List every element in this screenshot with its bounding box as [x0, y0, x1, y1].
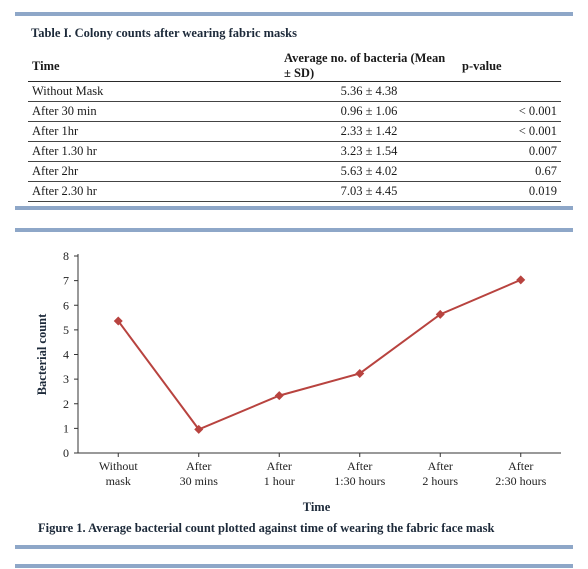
cell-mean: 5.63 ± 4.02 — [280, 161, 458, 182]
cell-time: After 1.30 hr — [28, 141, 280, 162]
data-point-marker — [435, 309, 445, 319]
data-point-marker — [516, 275, 526, 285]
y-tick-label: 3 — [63, 372, 69, 386]
y-tick-label: 2 — [63, 397, 69, 411]
header-time: Time — [28, 51, 280, 82]
table-row: After 1.30 hr 3.23 ± 1.54 0.007 — [28, 141, 561, 162]
table-row: After 30 min 0.96 ± 1.06 < 0.001 — [28, 101, 561, 122]
cell-p-value: 0.67 — [458, 161, 561, 182]
table-bottom-rule — [15, 206, 573, 210]
figure-top-rule — [15, 228, 573, 232]
colony-count-table: Time Average no. of bacteria (Mean ± SD)… — [28, 51, 561, 202]
cell-mean: 0.96 ± 1.06 — [280, 101, 458, 122]
y-tick-label: 4 — [63, 348, 69, 362]
x-tick-label: 1 hour — [264, 474, 295, 488]
x-tick-label: After — [428, 459, 453, 473]
x-tick-label: 1:30 hours — [334, 474, 385, 488]
cell-time: Without Mask — [28, 81, 280, 102]
header-p-value: p-value — [458, 51, 561, 82]
cell-p-value: 0.007 — [458, 141, 561, 162]
cell-time: After 1hr — [28, 121, 280, 142]
x-axis-title: Time — [303, 500, 331, 514]
x-tick-label: After — [347, 459, 372, 473]
y-tick-label: 1 — [63, 421, 69, 435]
bottom-rule — [15, 545, 573, 549]
cell-mean: 5.36 ± 4.38 — [280, 81, 458, 102]
table-row: Without Mask 5.36 ± 4.38 — [28, 81, 561, 102]
data-point-marker — [355, 368, 365, 378]
table-row: After 1hr 2.33 ± 1.42 < 0.001 — [28, 121, 561, 142]
cell-p-value — [458, 81, 561, 102]
y-tick-label: 5 — [63, 323, 69, 337]
cell-time: After 2.30 hr — [28, 181, 280, 202]
page-end-rule — [15, 564, 573, 568]
cell-p-value: < 0.001 — [458, 121, 561, 142]
y-tick-label: 7 — [63, 274, 69, 288]
cell-mean: 3.23 ± 1.54 — [280, 141, 458, 162]
x-tick-label: 2 hours — [422, 474, 458, 488]
table-title: Table I. Colony counts after wearing fab… — [31, 26, 297, 40]
cell-time: After 2hr — [28, 161, 280, 182]
y-tick-label: 0 — [63, 446, 69, 460]
data-point-marker — [113, 316, 123, 326]
cell-mean: 7.03 ± 4.45 — [280, 181, 458, 202]
x-tick-label: Without — [99, 459, 139, 473]
top-rule — [15, 12, 573, 16]
data-point-marker — [274, 391, 284, 401]
y-tick-label: 6 — [63, 298, 69, 312]
series-line — [117, 278, 522, 431]
x-tick-label: After — [508, 459, 533, 473]
cell-p-value: 0.019 — [458, 181, 561, 202]
cell-mean: 2.33 ± 1.42 — [280, 121, 458, 142]
data-point-marker — [194, 424, 204, 434]
cell-p-value: < 0.001 — [458, 101, 561, 122]
x-tick-label: After — [267, 459, 292, 473]
figure-caption: Figure 1. Average bacterial count plotte… — [38, 521, 495, 535]
table-row: After 2hr 5.63 ± 4.02 0.67 — [28, 161, 561, 182]
y-axis-title: Bacterial count — [35, 313, 49, 395]
y-tick-label: 8 — [63, 249, 69, 263]
x-tick-label: After — [186, 459, 211, 473]
x-tick-label: 30 mins — [180, 474, 219, 488]
bacterial-count-chart: 0 1 2 3 4 5 6 7 8 Without mask After 30 mins After 1 h… — [15, 238, 573, 538]
header-mean: Average no. of bacteria (Mean ± SD) — [280, 51, 458, 82]
x-tick-label: mask — [106, 474, 131, 488]
x-tick-label: 2:30 hours — [495, 474, 546, 488]
table-row: After 2.30 hr 7.03 ± 4.45 0.019 — [28, 181, 561, 202]
cell-time: After 30 min — [28, 101, 280, 122]
table-header-row: Time Average no. of bacteria (Mean ± SD)… — [28, 51, 561, 82]
